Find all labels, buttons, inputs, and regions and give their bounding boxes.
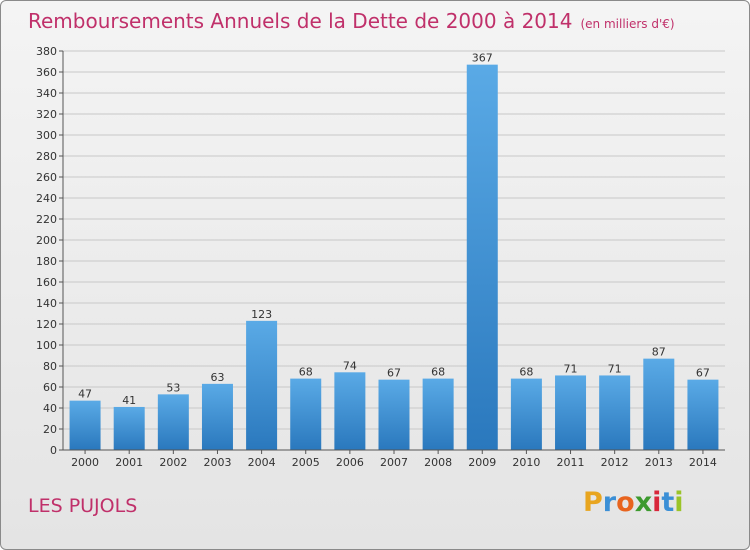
bars bbox=[69, 64, 719, 451]
value-label-2008: 68 bbox=[431, 366, 445, 379]
chart-unit: (en milliers d'€) bbox=[580, 17, 675, 31]
value-label-2002: 53 bbox=[166, 381, 180, 394]
x-tick-label-2005: 2005 bbox=[292, 456, 320, 469]
y-tick-label-320: 320 bbox=[36, 108, 57, 121]
y-tick-label-240: 240 bbox=[36, 192, 57, 205]
y-tick-label-80: 80 bbox=[43, 360, 57, 373]
axes: 0 20 40 60 80 100 120 140 160 180 200 220 240 260 280 3… bbox=[36, 45, 725, 469]
bar-2000 bbox=[69, 400, 101, 450]
y-tick-label-380: 380 bbox=[36, 45, 57, 58]
commune-name: LES PUJOLS bbox=[28, 495, 138, 517]
chart-title-text: Remboursements Annuels de la Dette de 20… bbox=[28, 9, 573, 33]
logo-letter: r bbox=[602, 487, 617, 518]
x-tick-label-2011: 2011 bbox=[557, 456, 585, 469]
value-label-2009: 367 bbox=[472, 52, 493, 65]
logo-letter: x bbox=[634, 487, 653, 518]
y-tick-label-160: 160 bbox=[36, 276, 57, 289]
x-tick-label-2014: 2014 bbox=[689, 456, 717, 469]
x-tick-label-2006: 2006 bbox=[336, 456, 364, 469]
y-tick-label-300: 300 bbox=[36, 129, 57, 142]
x-tick-label-2002: 2002 bbox=[159, 456, 187, 469]
logo-letter: i bbox=[674, 487, 684, 518]
y-tick-label-0: 0 bbox=[50, 444, 57, 457]
bar-2009 bbox=[466, 64, 498, 451]
value-label-2003: 63 bbox=[210, 371, 224, 384]
x-tick-label-2007: 2007 bbox=[380, 456, 408, 469]
bar-2013 bbox=[643, 358, 675, 450]
value-label-2006: 74 bbox=[343, 359, 357, 372]
y-tick-label-20: 20 bbox=[43, 423, 57, 436]
bar-2006 bbox=[334, 372, 366, 450]
x-tick-label-2004: 2004 bbox=[248, 456, 276, 469]
x-tick-label-2008: 2008 bbox=[424, 456, 452, 469]
y-tick-label-200: 200 bbox=[36, 234, 57, 247]
y-tick-label-120: 120 bbox=[36, 318, 57, 331]
bar-2005 bbox=[290, 378, 322, 450]
bar-2011 bbox=[555, 375, 587, 450]
value-label-2000: 47 bbox=[78, 388, 92, 401]
logo-letter: o bbox=[616, 487, 635, 518]
value-label-2007: 67 bbox=[387, 367, 401, 380]
x-tick-label-2010: 2010 bbox=[512, 456, 540, 469]
x-tick-label-2001: 2001 bbox=[115, 456, 143, 469]
value-label-2011: 71 bbox=[564, 362, 578, 375]
bar-2003 bbox=[201, 383, 233, 450]
bar-2004 bbox=[246, 320, 278, 450]
y-tick-label-180: 180 bbox=[36, 255, 57, 268]
value-label-2012: 71 bbox=[608, 362, 622, 375]
x-tick-label-2000: 2000 bbox=[71, 456, 99, 469]
x-tick-label-2012: 2012 bbox=[601, 456, 629, 469]
bar-2014 bbox=[687, 379, 719, 450]
logo-letter: t bbox=[661, 487, 675, 518]
value-label-2004: 123 bbox=[251, 308, 272, 321]
proxiti-logo: Proxiti bbox=[583, 487, 684, 518]
y-tick-label-360: 360 bbox=[36, 66, 57, 79]
bar-2012 bbox=[599, 375, 631, 450]
y-tick-label-260: 260 bbox=[36, 171, 57, 184]
labels: 47 41 53 63 123 68 74 67 68 367 68 71 71 87 67 bbox=[78, 52, 710, 407]
value-label-2013: 87 bbox=[652, 346, 666, 359]
logo-letter: i bbox=[652, 487, 662, 518]
bar-2002 bbox=[157, 394, 189, 450]
x-tick-label-2013: 2013 bbox=[645, 456, 673, 469]
value-label-2010: 68 bbox=[519, 366, 533, 379]
logo-letter: P bbox=[583, 487, 603, 518]
value-label-2001: 41 bbox=[122, 394, 136, 407]
value-label-2014: 67 bbox=[696, 367, 710, 380]
y-tick-label-280: 280 bbox=[36, 150, 57, 163]
y-tick-label-220: 220 bbox=[36, 213, 57, 226]
value-label-2005: 68 bbox=[299, 366, 313, 379]
y-tick-label-60: 60 bbox=[43, 381, 57, 394]
y-tick-label-340: 340 bbox=[36, 87, 57, 100]
x-tick-label-2003: 2003 bbox=[203, 456, 231, 469]
bar-2008 bbox=[422, 378, 454, 450]
y-tick-label-100: 100 bbox=[36, 339, 57, 352]
bar-2010 bbox=[510, 378, 542, 450]
y-tick-label-140: 140 bbox=[36, 297, 57, 310]
bar-2001 bbox=[113, 406, 145, 450]
x-tick-label-2009: 2009 bbox=[468, 456, 496, 469]
bar-2007 bbox=[378, 379, 410, 450]
chart-title: Remboursements Annuels de la Dette de 20… bbox=[28, 9, 675, 33]
y-tick-label-40: 40 bbox=[43, 402, 57, 415]
